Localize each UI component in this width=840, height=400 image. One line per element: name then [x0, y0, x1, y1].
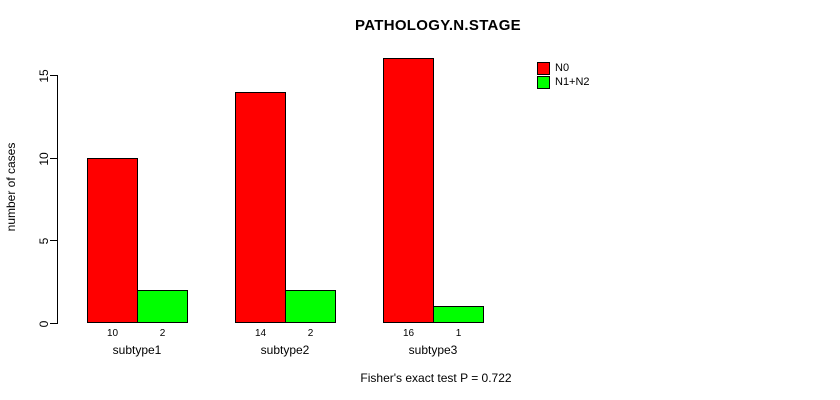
bar-n0-subtype1	[87, 158, 138, 323]
y-axis-tick-label: 15	[37, 68, 51, 83]
y-axis-tick-label: 0	[37, 320, 51, 327]
x-axis-category-label: subtype3	[408, 343, 458, 357]
bar-value-label: 10	[106, 328, 119, 339]
bar-n1n2-subtype3	[433, 306, 484, 323]
bar-value-label: 16	[402, 328, 415, 339]
legend-swatch-n1n2	[537, 75, 550, 89]
bar-n1n2-subtype2	[285, 290, 336, 323]
legend-label-n1n2: N1+N2	[555, 76, 590, 88]
legend-item-n1n2: N1+N2	[537, 75, 590, 89]
bar-value-label: 2	[307, 328, 314, 339]
bar-value-label: 1	[455, 328, 462, 339]
legend-swatch-n0	[537, 61, 550, 75]
y-axis-line	[57, 75, 58, 324]
bar-n0-subtype3	[383, 58, 434, 323]
legend: N0 N1+N2	[537, 61, 590, 89]
legend-item-n0: N0	[537, 61, 590, 75]
x-axis-category-label: subtype2	[260, 343, 310, 357]
x-axis-category-label: subtype1	[112, 343, 162, 357]
bar-value-label: 14	[254, 328, 267, 339]
bar-n0-subtype2	[235, 92, 286, 323]
bar-n1n2-subtype1	[137, 290, 188, 323]
legend-label-n0: N0	[555, 62, 570, 74]
y-axis-tick	[50, 75, 57, 76]
y-axis-tick	[50, 158, 57, 159]
y-axis-tick-label: 5	[37, 237, 51, 244]
chart-title: PATHOLOGY.N.STAGE	[355, 17, 521, 34]
y-axis-label: number of cases	[4, 142, 18, 232]
bar-value-label: 2	[159, 328, 166, 339]
annotation-fisher-test: Fisher's exact test P = 0.722	[360, 371, 512, 385]
y-axis-tick	[50, 240, 57, 241]
y-axis-tick-label: 10	[37, 151, 51, 166]
y-axis-tick	[50, 323, 57, 324]
